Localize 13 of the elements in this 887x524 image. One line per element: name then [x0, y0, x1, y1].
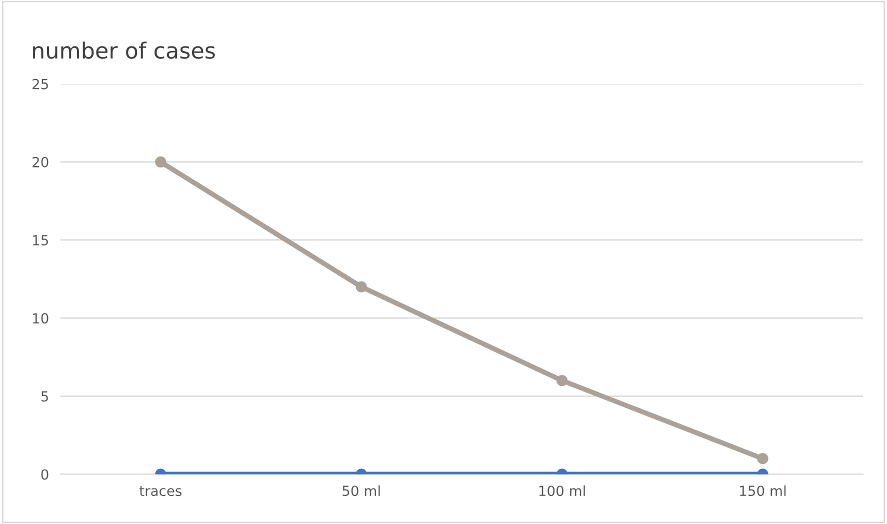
point — [155, 156, 166, 168]
y-tick-label: 0 — [41, 469, 48, 480]
x-tick-label: 50 ml — [342, 485, 380, 496]
y-tick-label: 5 — [41, 391, 48, 402]
x-tick-label: traces — [139, 486, 182, 496]
point — [356, 281, 367, 292]
x-tick-label: 100 ml — [539, 485, 585, 496]
y-tick-label: 10 — [33, 313, 48, 324]
y-tick-label: 25 — [32, 78, 48, 90]
x-tick-label: 150 ml — [740, 485, 786, 496]
chart-title: number of cases — [33, 42, 215, 59]
y-tick-label: 20 — [32, 156, 48, 168]
y-tick-label: 15 — [33, 235, 48, 246]
